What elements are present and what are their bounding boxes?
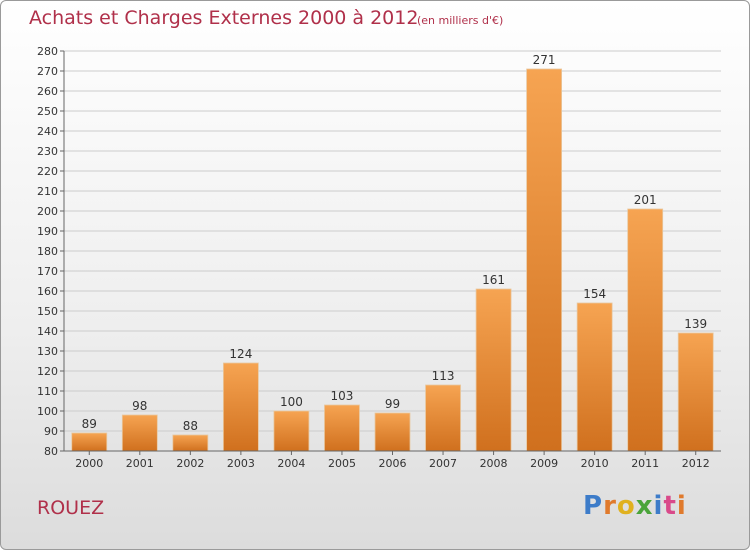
x-tick-label-2010: 2010 bbox=[581, 457, 609, 470]
y-tick-label: 80 bbox=[44, 445, 58, 458]
y-tick-label: 270 bbox=[37, 65, 58, 78]
bar-2011 bbox=[627, 208, 664, 452]
data-label-2001: 98 bbox=[132, 399, 147, 413]
y-tick-label: 130 bbox=[37, 345, 58, 358]
proxiti-logo: Proxiti bbox=[583, 491, 687, 521]
y-tick-label: 230 bbox=[37, 145, 58, 158]
bar-2002 bbox=[172, 434, 209, 452]
y-tick-label: 140 bbox=[37, 325, 58, 338]
y-tick-label: 260 bbox=[37, 85, 58, 98]
y-tick-label: 200 bbox=[37, 205, 58, 218]
x-tick-label-2009: 2009 bbox=[530, 457, 558, 470]
bar-2010 bbox=[576, 302, 613, 452]
data-label-2004: 100 bbox=[280, 395, 303, 409]
x-tick-label-2005: 2005 bbox=[328, 457, 356, 470]
bar-2007 bbox=[425, 384, 461, 452]
y-tick-label: 110 bbox=[37, 385, 58, 398]
chart-subtitle: (en milliers d'€) bbox=[417, 14, 504, 27]
bar-2009 bbox=[526, 68, 563, 452]
y-tick-label: 240 bbox=[37, 125, 58, 138]
y-tick-label: 150 bbox=[37, 305, 58, 318]
data-label-2000: 89 bbox=[82, 417, 97, 431]
x-tick-label-2003: 2003 bbox=[227, 457, 255, 470]
y-tick-label: 190 bbox=[37, 225, 58, 238]
bar-2012 bbox=[677, 332, 714, 452]
commune-name: ROUEZ bbox=[37, 497, 105, 519]
x-tick-label-2012: 2012 bbox=[682, 457, 710, 470]
y-tick-label: 250 bbox=[37, 105, 58, 118]
y-tick-label: 90 bbox=[44, 425, 58, 438]
y-tick-label: 210 bbox=[37, 185, 58, 198]
y-tick-label: 170 bbox=[37, 265, 58, 278]
data-label-2011: 201 bbox=[634, 193, 657, 207]
chart-title: Achats et Charges Externes 2000 à 2012 bbox=[29, 7, 419, 29]
x-tick-label-2004: 2004 bbox=[277, 457, 305, 470]
data-label-2012: 139 bbox=[684, 317, 707, 331]
x-tick-label-2000: 2000 bbox=[75, 457, 103, 470]
y-tick-label: 180 bbox=[37, 245, 58, 258]
bar-2001 bbox=[121, 414, 158, 452]
data-label-2003: 124 bbox=[229, 347, 252, 361]
x-tick-label-2001: 2001 bbox=[126, 457, 154, 470]
y-tick-label: 160 bbox=[37, 285, 58, 298]
bar-2006 bbox=[374, 412, 411, 452]
x-tick-label-2011: 2011 bbox=[631, 457, 659, 470]
y-tick-label: 280 bbox=[37, 45, 58, 58]
data-label-2009: 271 bbox=[533, 53, 556, 67]
data-label-2010: 154 bbox=[583, 287, 606, 301]
bar-2008 bbox=[475, 288, 512, 452]
y-tick-label: 100 bbox=[37, 405, 58, 418]
y-tick-label: 220 bbox=[37, 165, 58, 178]
x-tick-label-2006: 2006 bbox=[379, 457, 407, 470]
bar-2000 bbox=[71, 432, 108, 452]
data-label-2005: 103 bbox=[331, 389, 354, 403]
bar-2003 bbox=[222, 362, 259, 452]
data-label-2007: 113 bbox=[432, 369, 455, 383]
x-tick-label-2007: 2007 bbox=[429, 457, 457, 470]
data-label-2006: 99 bbox=[385, 397, 400, 411]
data-label-2002: 88 bbox=[183, 419, 198, 433]
x-tick-label-2008: 2008 bbox=[480, 457, 508, 470]
bar-2005 bbox=[324, 404, 360, 452]
bar-2004 bbox=[273, 410, 310, 452]
x-tick-label-2002: 2002 bbox=[176, 457, 204, 470]
y-tick-label: 120 bbox=[37, 365, 58, 378]
data-label-2008: 161 bbox=[482, 273, 505, 287]
